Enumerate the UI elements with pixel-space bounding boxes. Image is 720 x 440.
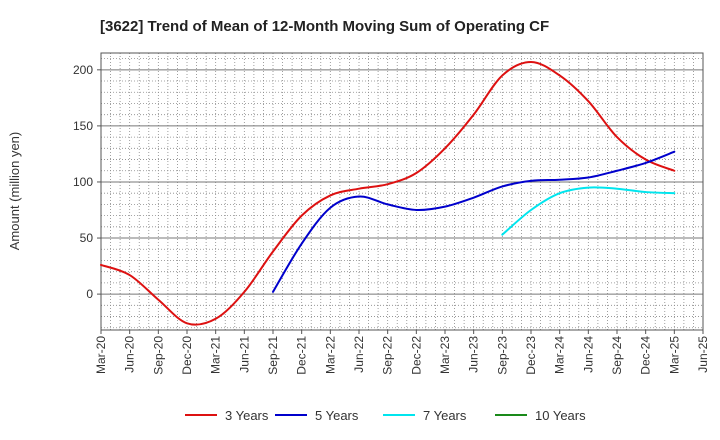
x-tick-label: Mar-24 bbox=[553, 336, 567, 374]
legend-label-5-years: 5 Years bbox=[315, 408, 359, 423]
x-tick-label: Sep-21 bbox=[266, 336, 280, 375]
x-tick-label: Mar-25 bbox=[667, 336, 681, 374]
legend: 3 Years 5 Years 7 Years 10 Years bbox=[185, 408, 586, 423]
x-tick-label: Sep-24 bbox=[610, 336, 624, 375]
y-axis-ticks: 0 50 100 150 200 bbox=[73, 63, 101, 301]
x-tick-label: Dec-21 bbox=[295, 336, 309, 375]
y-tick-label: 200 bbox=[73, 63, 93, 77]
series-line-3-years bbox=[100, 60, 676, 326]
x-axis-ticks: Mar-20 Jun-20 Sep-20 Dec-20 Mar-21 Jun-21 Sep-… bbox=[94, 330, 710, 375]
y-tick-label: 150 bbox=[73, 119, 93, 133]
series-group bbox=[100, 60, 676, 326]
plot-frame bbox=[100, 52, 704, 331]
x-tick-label: Jun-21 bbox=[237, 336, 251, 373]
y-axis-label: Amount (million yen) bbox=[7, 132, 22, 251]
series-line-5-years bbox=[272, 150, 676, 293]
x-tick-label: Mar-21 bbox=[209, 336, 223, 374]
x-tick-label: Jun-22 bbox=[352, 336, 366, 373]
y-tick-label: 50 bbox=[80, 231, 94, 245]
legend-label-10-years: 10 Years bbox=[535, 408, 586, 423]
x-tick-label: Dec-22 bbox=[409, 336, 423, 375]
x-tick-label: Sep-22 bbox=[381, 336, 395, 375]
x-tick-label: Mar-23 bbox=[438, 336, 452, 374]
x-tick-label: Dec-23 bbox=[524, 336, 538, 375]
series-line-7-years bbox=[501, 186, 676, 236]
x-tick-label: Sep-20 bbox=[151, 336, 165, 375]
plot-grid bbox=[101, 53, 703, 330]
x-tick-label: Jun-24 bbox=[581, 336, 595, 373]
y-tick-label: 100 bbox=[73, 175, 93, 189]
x-tick-label: Mar-20 bbox=[94, 336, 108, 374]
legend-label-3-years: 3 Years bbox=[225, 408, 269, 423]
x-tick-label: Dec-20 bbox=[180, 336, 194, 375]
x-tick-label: Jun-20 bbox=[123, 336, 137, 373]
x-tick-label: Mar-22 bbox=[323, 336, 337, 374]
x-tick-label: Sep-23 bbox=[495, 336, 509, 375]
x-tick-label: Dec-24 bbox=[639, 336, 653, 375]
chart-title: [3622] Trend of Mean of 12-Month Moving … bbox=[100, 18, 549, 35]
x-tick-label: Jun-25 bbox=[696, 336, 710, 373]
legend-label-7-years: 7 Years bbox=[423, 408, 467, 423]
x-tick-label: Jun-23 bbox=[467, 336, 481, 373]
y-tick-label: 0 bbox=[86, 287, 93, 301]
